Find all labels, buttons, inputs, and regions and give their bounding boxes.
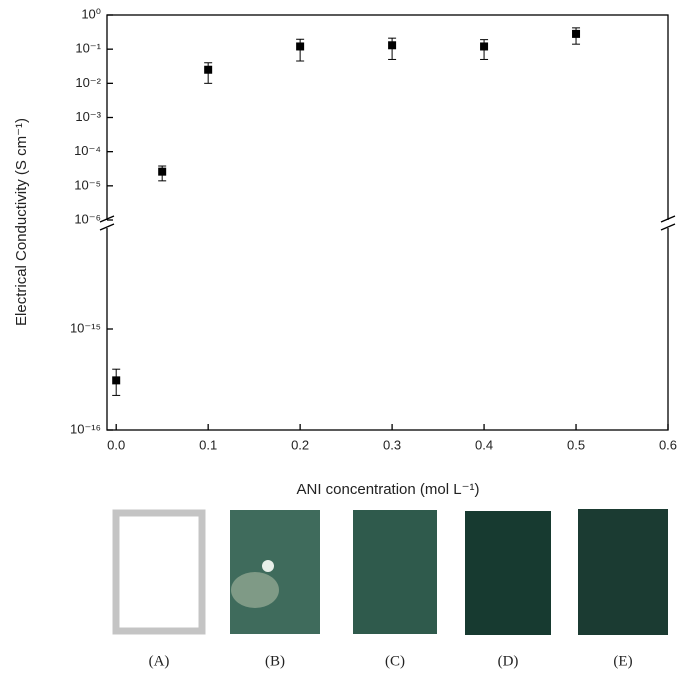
panel-label: (B): [265, 653, 285, 669]
break-gap: [660, 220, 680, 228]
x-tick-label: 0.0: [107, 437, 125, 452]
x-tick-label: 0.1: [199, 437, 217, 452]
point: [158, 167, 167, 176]
point: [388, 41, 397, 50]
y-tick-label: 10⁻¹⁵: [70, 320, 101, 335]
x-axis-label: ANI concentration (mol L⁻¹): [297, 481, 480, 498]
y-tick-label: 10⁻¹⁶: [70, 421, 101, 436]
panel-label: (D): [498, 653, 519, 669]
break-gap: [95, 220, 115, 228]
photo-b: [230, 510, 320, 634]
y-axis-label: Electrical Conductivity (S cm⁻¹): [13, 118, 30, 326]
panel-label: (A): [149, 653, 170, 669]
photo-c: [353, 510, 437, 634]
photo-b-spot: [262, 560, 274, 572]
y-tick-label: 10⁰: [81, 6, 101, 21]
x-tick-label: 0.2: [291, 437, 309, 452]
y-tick-label: 10⁻⁵: [74, 177, 101, 192]
photo-b-spot: [231, 572, 279, 608]
photo-e: [578, 509, 668, 635]
photo-panels: [112, 509, 668, 635]
plot-frame: [106, 14, 669, 431]
photo-d: [465, 511, 551, 635]
y-tick-label: 10⁻²: [75, 75, 101, 90]
point: [480, 42, 489, 51]
x-tick-label: 0.4: [475, 437, 493, 452]
panel-label: (E): [613, 653, 632, 669]
y-tick-label: 10⁻⁴: [74, 143, 101, 158]
point: [204, 65, 213, 74]
point: [296, 42, 305, 51]
panel-label: (C): [385, 653, 405, 669]
point: [572, 29, 581, 38]
break-marks: [99, 215, 676, 231]
x-tick-label: 0.3: [383, 437, 401, 452]
x-tick-label: 0.5: [567, 437, 585, 452]
point: [112, 376, 121, 385]
y-tick-label: 10⁻¹: [75, 41, 101, 56]
photo-a: [112, 509, 206, 635]
x-tick-label: 0.6: [659, 437, 677, 452]
y-tick-label: 10⁻⁶: [74, 211, 101, 226]
y-tick-label: 10⁻³: [75, 109, 101, 124]
